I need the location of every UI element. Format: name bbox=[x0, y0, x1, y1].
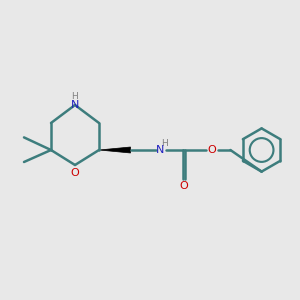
Text: H: H bbox=[161, 140, 168, 148]
Text: O: O bbox=[70, 167, 80, 178]
Text: N: N bbox=[71, 100, 79, 110]
Text: O: O bbox=[180, 181, 189, 191]
Polygon shape bbox=[99, 147, 130, 153]
Text: O: O bbox=[207, 145, 216, 155]
Text: H: H bbox=[72, 92, 78, 101]
Text: N: N bbox=[156, 145, 165, 155]
